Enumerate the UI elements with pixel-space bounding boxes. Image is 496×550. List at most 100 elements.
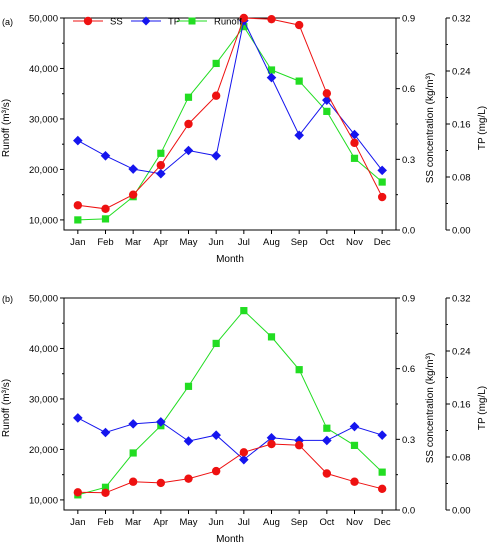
runoff-point: [240, 307, 248, 315]
x-tick-label: Dec: [374, 517, 391, 528]
tp-tick-label: 0.16: [452, 400, 471, 411]
ss-tick-label: 0.9: [402, 14, 415, 25]
runoff-point: [101, 483, 110, 491]
ss-point: [101, 488, 110, 498]
left-tick-label: 50,000: [29, 294, 58, 305]
series-layer: [73, 307, 387, 499]
ss-axis-label: SS concentration (kg/m³): [425, 353, 436, 464]
legend-ss-label: SS: [110, 17, 123, 28]
ss-point: [322, 89, 332, 98]
tp-point: [100, 427, 111, 438]
ss-point: [211, 91, 221, 100]
runoff-point: [157, 149, 165, 157]
tp-point: [156, 417, 166, 427]
x-tick-label: May: [180, 517, 198, 528]
tp-point: [322, 435, 332, 446]
tp-series-line: [77, 19, 383, 175]
x-axis-label: Month: [216, 534, 244, 545]
ss-series-line: [77, 443, 383, 494]
ss-point: [267, 14, 276, 24]
tp-tick-label: 0.32: [452, 294, 471, 305]
plot-frame: [63, 297, 397, 511]
tp-point: [349, 421, 360, 432]
x-tick-label: Oct: [319, 237, 334, 248]
runoff-point: [267, 333, 276, 341]
ss-tick-label: 0.3: [402, 435, 415, 446]
x-tick-label: Jul: [238, 237, 250, 248]
runoff-point: [295, 77, 303, 85]
legend-runoff-marker: [188, 17, 196, 25]
ss-point: [322, 469, 332, 478]
tp-tick-label: 0.08: [452, 453, 471, 464]
tp-point: [349, 129, 360, 140]
x-tick-label: Jan: [70, 517, 85, 528]
ss-point: [184, 119, 193, 129]
left-tick-label: 30,000: [29, 394, 58, 405]
tp-point: [377, 165, 387, 176]
tp-series-line: [77, 417, 383, 461]
runoff-point: [184, 382, 193, 390]
panel-label: (a): [2, 17, 13, 27]
ss-point: [184, 474, 193, 483]
ss-point: [377, 484, 387, 493]
left-tick-label: 10,000: [29, 495, 58, 506]
tp-tick-label: 0.24: [452, 67, 471, 78]
ss-tick-label: 0.6: [402, 84, 415, 95]
runoff-point: [350, 441, 359, 449]
x-axis-label: Month: [216, 254, 244, 265]
runoff-point: [74, 216, 82, 224]
ss-point: [128, 477, 138, 486]
tp-point: [73, 413, 83, 423]
x-tick-label: Sep: [291, 517, 308, 528]
ss-point: [377, 192, 387, 202]
tp-axis-label: TP (mg/L): [477, 106, 488, 150]
ss-point: [294, 20, 304, 30]
x-tick-label: Nov: [346, 237, 363, 248]
ss-point: [294, 441, 304, 450]
ss-point: [128, 190, 138, 199]
panel-a: (a) Month Runoff (m³/s) SS concentration…: [1, 14, 488, 266]
tp-point: [239, 454, 249, 465]
ss-point: [211, 466, 221, 476]
x-tick-label: Nov: [346, 517, 363, 528]
legend-ss-marker: [83, 16, 93, 26]
tp-point: [100, 151, 111, 161]
x-tick-label: Feb: [97, 517, 113, 528]
left-tick-label: 30,000: [29, 114, 58, 125]
runoff-point: [212, 59, 220, 68]
tp-point: [377, 430, 387, 440]
runoff-point: [101, 215, 110, 223]
x-tick-label: Jul: [238, 517, 250, 528]
tp-tick-label: 0.00: [452, 506, 471, 517]
x-tick-label: Aug: [263, 237, 280, 248]
ss-tick-label: 0.3: [402, 155, 415, 166]
ss-axis-label: SS concentration (kg/m³): [425, 73, 436, 184]
ss-tick-label: 0.0: [402, 226, 415, 237]
x-tick-label: May: [180, 237, 198, 248]
tp-axis-label: TP (mg/L): [477, 386, 488, 430]
runoff-point: [184, 93, 193, 101]
tp-tick-label: 0.32: [452, 14, 471, 25]
left-tick-label: 10,000: [29, 215, 58, 226]
ss-point: [101, 204, 110, 213]
ss-tick-label: 0.6: [402, 364, 415, 375]
left-axis-label: Runoff (m³/s): [1, 379, 12, 437]
tp-tick-label: 0.16: [452, 120, 471, 131]
runoff-series-line: [77, 309, 383, 496]
ss-tick-label: 0.9: [402, 294, 415, 305]
runoff-series-line: [77, 25, 383, 221]
ss-tick-label: 0.0: [402, 506, 415, 517]
ss-point: [350, 138, 359, 148]
x-tick-label: Mar: [125, 517, 141, 528]
x-tick-label: Apr: [153, 517, 168, 528]
legend-runoff-label: Runoff: [214, 17, 242, 28]
left-tick-label: 20,000: [29, 165, 58, 176]
x-tick-label: Feb: [97, 237, 113, 248]
x-tick-label: Jun: [209, 517, 224, 528]
legend-tp-marker: [141, 16, 151, 26]
left-tick-label: 40,000: [29, 64, 58, 75]
x-tick-label: Mar: [125, 237, 141, 248]
tp-point: [266, 72, 277, 83]
runoff-point: [378, 468, 386, 476]
